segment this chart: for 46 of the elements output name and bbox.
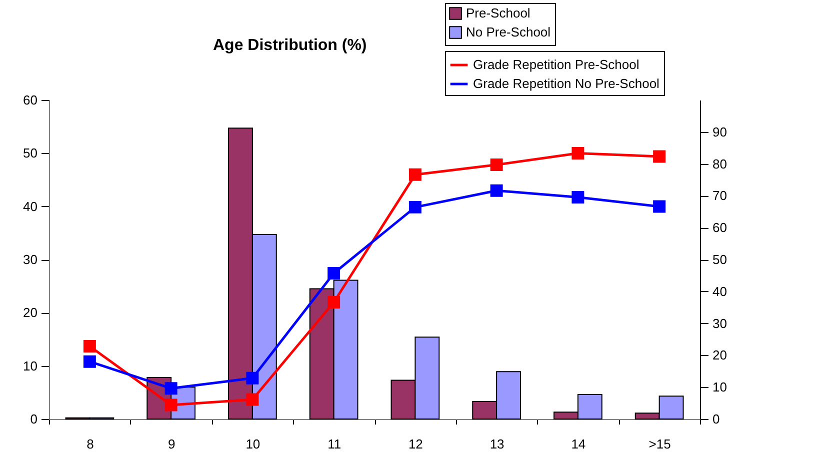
y2-tick-label: 80 <box>712 156 727 172</box>
x-tick-label: 11 <box>328 436 342 452</box>
point <box>408 200 422 214</box>
y2-tick-label: 50 <box>712 252 727 267</box>
point <box>653 200 666 213</box>
x-tick-label: 12 <box>408 436 423 452</box>
chart-title: Age Distribution (%) <box>212 37 367 54</box>
point <box>572 191 584 204</box>
point <box>83 355 96 368</box>
point <box>164 382 178 395</box>
y-tick-label: 60 <box>23 92 38 108</box>
point <box>246 372 259 384</box>
point <box>490 184 503 197</box>
point <box>572 147 584 160</box>
point <box>164 398 178 412</box>
x-tick-label: 8 <box>86 436 94 452</box>
y-tick-label: 20 <box>23 305 38 320</box>
y2-tick-label: 40 <box>712 284 727 299</box>
legend-label: Grade Repetition No Pre-School <box>473 76 660 91</box>
point <box>328 296 340 308</box>
y2-tick-label: 70 <box>712 188 727 204</box>
y-tick-label: 40 <box>23 198 38 214</box>
legend-label: Grade Repetition Pre-School <box>473 57 640 72</box>
y2-tick-label: 90 <box>712 124 727 140</box>
y2-tick-label: 30 <box>712 316 727 331</box>
x-tick-label: 10 <box>246 436 260 452</box>
x-tick-label: 9 <box>168 436 176 452</box>
y-tick-label: 10 <box>23 358 38 374</box>
x-tick-label: >15 <box>648 436 671 452</box>
x-tick-label: 13 <box>490 436 504 452</box>
x-tick-label: 14 <box>571 436 586 452</box>
y2-tick-label: 10 <box>712 380 727 395</box>
point <box>83 340 96 353</box>
point <box>328 266 340 280</box>
y-tick-label: 30 <box>23 252 38 267</box>
y2-tick-label: 20 <box>712 348 727 363</box>
legend-label: No Pre-School <box>466 24 551 40</box>
point <box>653 150 666 163</box>
legend-label: Pre-School <box>466 6 530 20</box>
y-tick-label: 0 <box>30 412 38 426</box>
point <box>408 168 422 181</box>
y2-tick-label: 0 <box>712 412 720 426</box>
y-tick-label: 50 <box>23 146 38 161</box>
point <box>246 393 259 406</box>
y2-tick-label: 60 <box>712 220 727 236</box>
point <box>490 158 503 171</box>
